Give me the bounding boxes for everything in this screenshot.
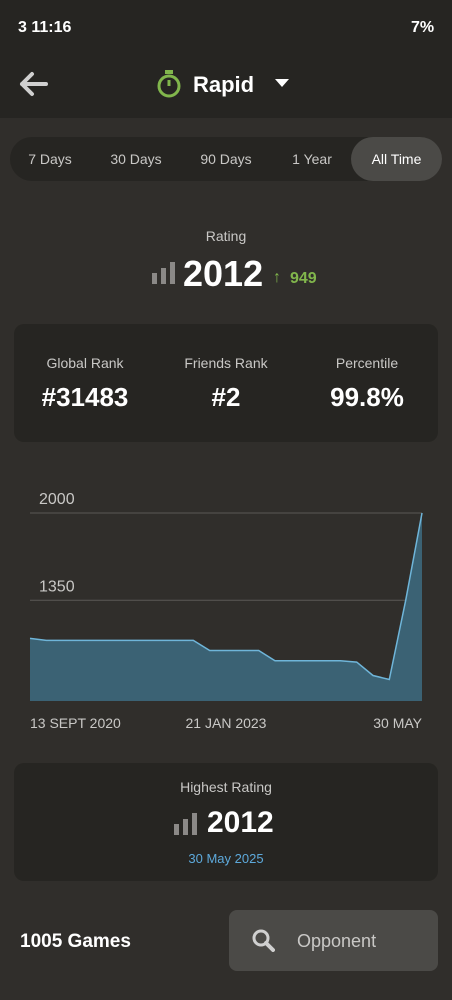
header: Rapid [0, 58, 452, 118]
tab[interactable]: 1 Year [292, 151, 332, 167]
stat-label: Friends Rank [184, 355, 268, 371]
tab-bar: 7 Days 30 Days 90 Days 1 Year All Time [10, 137, 442, 181]
stat-value: #31483 [41, 382, 129, 412]
tab[interactable]: 90 Days [200, 151, 252, 167]
header-title[interactable]: Rapid [193, 72, 255, 97]
x-tick-label: 30 MAY [373, 715, 422, 731]
stat-label: Global Rank [46, 355, 124, 371]
search-icon [252, 929, 275, 952]
back-button[interactable] [18, 70, 50, 98]
highest-label: Highest Rating [180, 779, 272, 795]
x-tick-label: 21 JAN 2023 [186, 715, 267, 731]
dropdown-icon[interactable] [274, 78, 290, 88]
y-tick-label: 1350 [39, 578, 75, 595]
area-fill [30, 513, 422, 701]
opponent-button[interactable]: Opponent [229, 910, 438, 971]
y-tick-label: 2000 [39, 491, 75, 508]
stat-label: Percentile [335, 355, 399, 371]
games-count: 1005 Games [20, 931, 131, 952]
highest-card: Highest Rating 2012 30 May 2025 [14, 763, 438, 881]
highest-value: 2012 [207, 806, 274, 839]
rating-icon [174, 813, 197, 835]
timer-icon [157, 70, 181, 98]
rating-label: Rating [205, 228, 247, 244]
rating-change: 949 [290, 270, 317, 287]
stat-value: 99.8% [330, 382, 404, 412]
tab[interactable]: 7 Days [28, 151, 72, 167]
x-tick-label: 13 SEPT 2020 [30, 715, 121, 731]
stat-value: #2 [211, 382, 241, 412]
stats-card: Global Rank #31483 Friends Rank #2 Perce… [14, 324, 438, 442]
highest-date: 30 May 2025 [188, 851, 264, 866]
tab[interactable]: 30 Days [110, 151, 162, 167]
status-bar: 3 11:16 7% [0, 0, 452, 58]
battery-level: 7% [411, 19, 435, 36]
rating-change-arrow: ↑ [273, 269, 281, 286]
area-line [29, 512, 423, 681]
status-time: 3 11:16 [18, 19, 72, 36]
tab-active[interactable]: All Time [351, 137, 442, 181]
rating-icon [152, 262, 175, 284]
rating-value: 2012 [183, 253, 264, 294]
opponent-label: Opponent [297, 931, 377, 951]
